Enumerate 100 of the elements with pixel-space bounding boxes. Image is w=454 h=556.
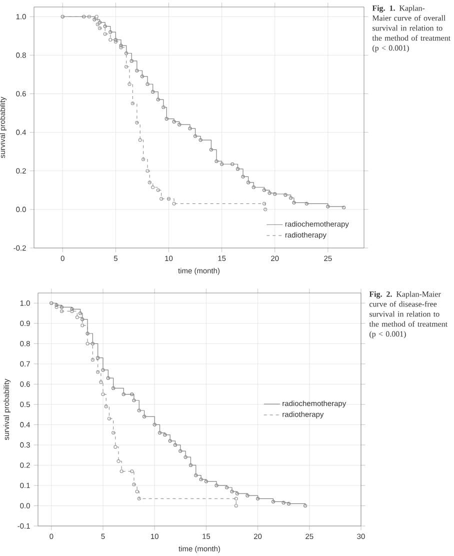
point [198,138,202,142]
point [130,102,134,106]
point [214,159,218,164]
point [199,478,203,482]
point [188,126,192,130]
point [103,32,107,36]
point [130,392,134,396]
point [137,408,141,412]
point [86,342,90,346]
point [99,380,103,384]
point [286,502,291,506]
point [326,204,330,208]
point [112,430,116,435]
point [256,496,260,500]
point [132,482,136,486]
point [273,192,277,196]
point [90,342,94,346]
point [246,180,250,184]
point [173,443,178,447]
point [80,318,84,322]
point [209,148,213,152]
point [135,490,139,494]
point [162,105,166,110]
point [236,167,240,171]
point [70,309,74,314]
point [160,197,164,201]
point [151,90,155,94]
point [151,185,155,190]
point [130,469,134,474]
point [156,98,160,102]
point [112,386,116,390]
point [246,494,250,498]
point [103,24,107,28]
point [106,376,110,380]
point [193,134,198,138]
point [87,14,91,18]
point [60,309,64,314]
point [92,18,96,22]
point [148,180,152,184]
point [128,82,132,86]
point [204,480,208,484]
point [94,14,98,18]
point [234,496,238,500]
point [108,38,112,42]
point [116,459,120,463]
point [262,202,266,206]
point [241,174,245,178]
point [234,504,238,508]
point [60,305,64,309]
point [264,208,268,212]
point [230,162,234,166]
point [262,188,266,192]
point [132,398,136,402]
point [194,474,198,478]
point [107,416,111,420]
point [172,202,176,206]
point [288,196,293,200]
point [158,430,162,435]
point [122,392,126,396]
point [168,439,172,443]
point [184,455,188,459]
point [75,316,80,320]
point [101,392,105,396]
point [70,307,74,311]
point [178,449,182,453]
point [235,492,239,496]
point [146,82,150,86]
point [98,26,102,30]
point [166,197,171,201]
point [220,162,224,166]
point [164,117,168,121]
point [271,500,276,504]
point [82,14,86,18]
point [78,311,82,316]
point [178,122,182,126]
point [140,74,144,78]
point [90,358,94,362]
point [130,59,134,63]
point [146,169,150,173]
point [96,370,100,374]
point [225,486,229,490]
point [292,200,296,204]
point [96,22,100,26]
point [124,64,128,69]
point [284,193,288,197]
point [137,496,141,500]
point [96,356,100,360]
point [124,51,128,56]
point [135,120,139,124]
point [142,414,146,418]
point [142,158,146,162]
point [120,469,124,474]
point [104,404,108,408]
point [172,120,176,124]
point [152,422,156,426]
point [268,191,272,195]
point [214,484,218,488]
point [138,138,142,142]
point [86,332,90,336]
point [230,490,234,494]
